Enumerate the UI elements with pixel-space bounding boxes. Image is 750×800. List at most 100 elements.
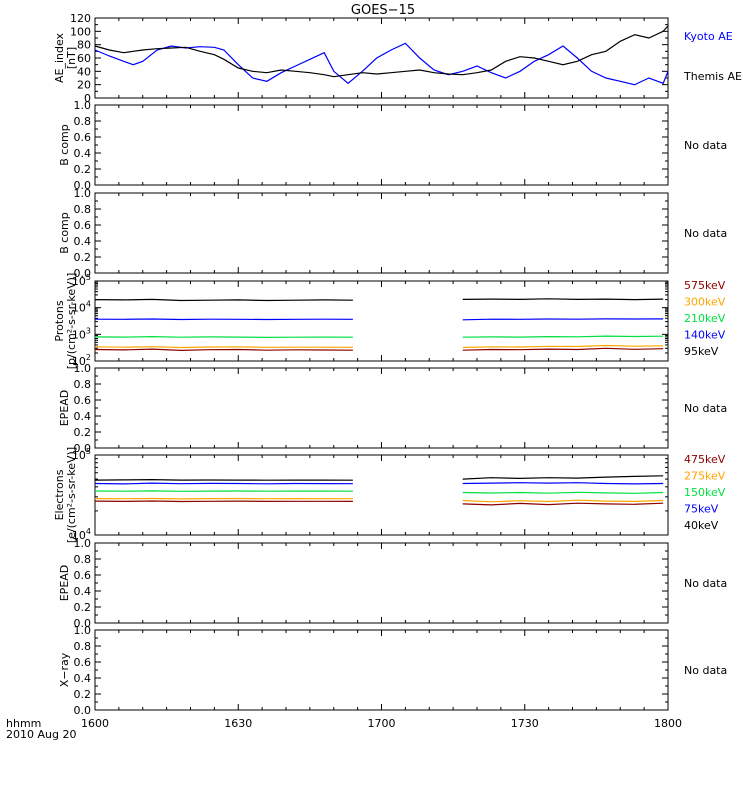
- y-tick-label: 80: [77, 39, 91, 52]
- time-axis: 1600 1630 1700 1730 1800: [81, 717, 682, 730]
- y-tick-label: 104: [72, 527, 91, 542]
- legend-entry: 210keV: [684, 312, 726, 325]
- y-tick-label: 0.2: [74, 163, 92, 176]
- y-tick-label: 1.0: [74, 99, 92, 112]
- y-tick-label: 0.8: [74, 640, 92, 653]
- y-tick-label: 40: [77, 65, 91, 78]
- series-line-themis-ae: [94, 25, 669, 78]
- y-axis-title: EPEAD: [58, 390, 71, 427]
- series-line-95kev: [462, 298, 664, 301]
- no-data-label: No data: [684, 227, 727, 240]
- y-tick-label: 103: [72, 326, 91, 341]
- legend-entry: 140keV: [684, 329, 726, 342]
- y-tick-label: 1.0: [74, 537, 92, 550]
- series-line-140kev: [462, 318, 664, 321]
- y-tick-label: 1.0: [74, 362, 92, 375]
- y-tick-label: 105: [72, 273, 91, 288]
- y-tick-label: 105: [72, 447, 91, 462]
- panel-frame: [94, 367, 669, 449]
- y-tick-label: 0.2: [74, 251, 92, 264]
- panel-8: 0.0 0.2 0.4 0.6 0.8 1.0 X−ray No data: [58, 624, 727, 717]
- y-tick-label: 120: [70, 12, 91, 25]
- series-line-575kev: [462, 347, 664, 351]
- panel-frame: [94, 104, 669, 186]
- series-line-150kev: [462, 491, 664, 494]
- plot-title: GOES−15: [351, 3, 415, 18]
- x-tick-label: 1700: [368, 717, 396, 730]
- y-tick-label: 0.8: [74, 203, 92, 216]
- series-line-40kev: [462, 475, 664, 480]
- y-axis-title: EPEAD: [58, 565, 71, 602]
- y-tick-label: 0.8: [74, 115, 92, 128]
- y-tick-label: 1.0: [74, 624, 92, 637]
- series-line-75kev: [94, 482, 353, 485]
- y-axis-title: Protons: [53, 300, 66, 341]
- panel-frame: [94, 454, 669, 536]
- series-line-95kev: [94, 298, 353, 302]
- no-data-label: No data: [684, 577, 727, 590]
- y-tick-label: 0.0: [74, 442, 92, 455]
- series-line-475kev: [94, 500, 353, 503]
- y-axis-unit: [p/(cm²-s-sr-keV)]: [65, 273, 78, 370]
- y-tick-label: 0.2: [74, 426, 92, 439]
- legend-entry: Kyoto AE: [684, 30, 733, 43]
- legend-entry: 95keV: [684, 345, 719, 358]
- y-tick-label: 0.0: [74, 179, 92, 192]
- y-tick-label: 0.8: [74, 378, 92, 391]
- legend-entry: 40keV: [684, 519, 719, 532]
- y-tick-label: 0.6: [74, 394, 92, 407]
- y-tick-label: 0: [84, 92, 91, 105]
- y-axis-title: X−ray: [58, 652, 71, 687]
- y-tick-label: 0.4: [74, 410, 92, 423]
- panel-4: 102 103 104 105 Protons [p/(cm²-s-sr-keV)] 575…: [53, 273, 726, 370]
- legend-entry: 475keV: [684, 453, 726, 466]
- y-axis-title: B comp: [58, 212, 71, 254]
- series-line-275kev: [462, 499, 664, 503]
- x-tick-label: 1600: [81, 717, 109, 730]
- series-line-kyoto-ae: [94, 42, 669, 86]
- y-tick-label: 60: [77, 52, 91, 65]
- time-axis-label: hhmm: [6, 717, 41, 730]
- legend-entry: 275keV: [684, 470, 726, 483]
- series-line-475kev: [462, 502, 664, 506]
- y-axis-title: AE_index: [53, 32, 66, 83]
- y-tick-label: 20: [77, 79, 91, 92]
- series-line-575kev: [94, 348, 353, 352]
- y-tick-label: 0.0: [74, 617, 92, 630]
- series-line-140kev: [94, 318, 353, 321]
- x-tick-label: 1630: [224, 717, 252, 730]
- series-line-75kev: [462, 482, 664, 485]
- series-line-210kev: [94, 335, 353, 339]
- no-data-label: No data: [684, 664, 727, 677]
- panel-3: 0.0 0.2 0.4 0.6 0.8 1.0B comp No data: [58, 187, 727, 280]
- y-tick-label: 100: [70, 25, 91, 38]
- legend-entry: 150keV: [684, 486, 726, 499]
- y-tick-label: 0.2: [74, 601, 92, 614]
- series-line-210kev: [462, 335, 664, 338]
- series-line-300kev: [462, 344, 664, 349]
- panel-2: 0.0 0.2 0.4 0.6 0.8 1.0B comp No data: [58, 99, 727, 192]
- panel-frame: [94, 17, 669, 99]
- y-tick-label: 1.0: [74, 187, 92, 200]
- x-tick-label: 1800: [654, 717, 682, 730]
- y-axis-unit: [e/(cm²-s-sr-keV)]: [65, 447, 78, 543]
- series-line-300kev: [94, 346, 353, 349]
- y-axis-unit: [nT]: [65, 47, 78, 69]
- y-tick-label: 102: [72, 353, 91, 368]
- legend-entry: 300keV: [684, 296, 726, 309]
- panel-7: 0.0 0.2 0.4 0.6 0.8 1.0 EPEAD No data: [58, 537, 727, 630]
- x-tick-label: 1730: [511, 717, 539, 730]
- y-tick-label: 0.4: [74, 147, 92, 160]
- panel-frame: [94, 629, 669, 711]
- no-data-label: No data: [684, 139, 727, 152]
- panel-frame: [94, 542, 669, 624]
- date-label: 2010 Aug 20: [6, 728, 76, 741]
- y-tick-label: 0.0: [74, 704, 92, 717]
- y-tick-label: 0.0: [74, 267, 92, 280]
- panel-5: 0.0 0.2 0.4 0.6 0.8 1.0 EPEAD No data: [58, 362, 727, 455]
- y-tick-label: 0.4: [74, 672, 92, 685]
- y-tick-label: 0.6: [74, 131, 92, 144]
